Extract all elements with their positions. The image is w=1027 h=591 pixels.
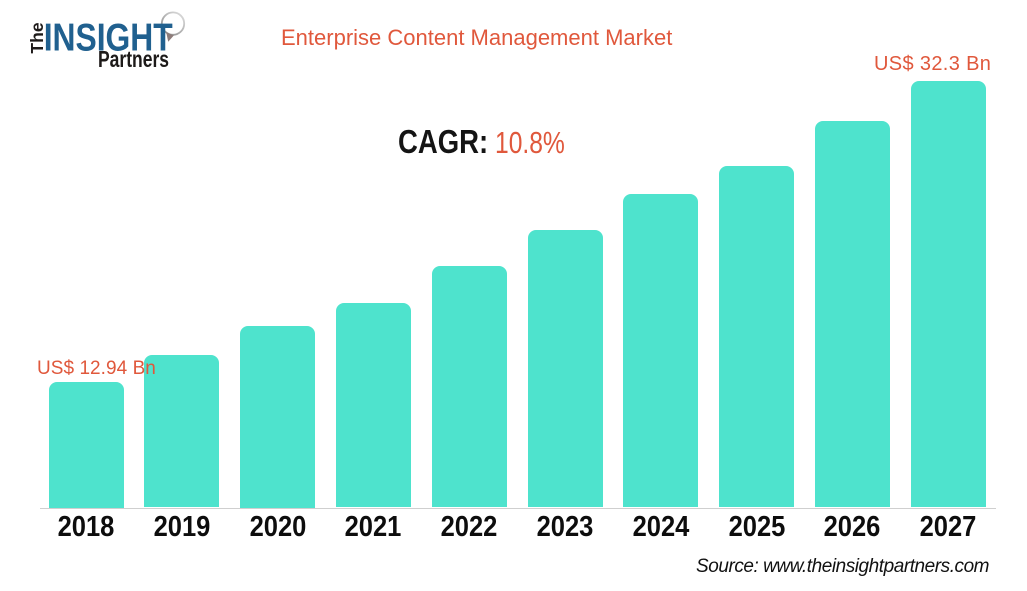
svg-text:The: The (27, 22, 47, 53)
svg-text:INSIGHT: INSIGHT (44, 17, 173, 60)
svg-text:Partners: Partners (98, 46, 169, 72)
